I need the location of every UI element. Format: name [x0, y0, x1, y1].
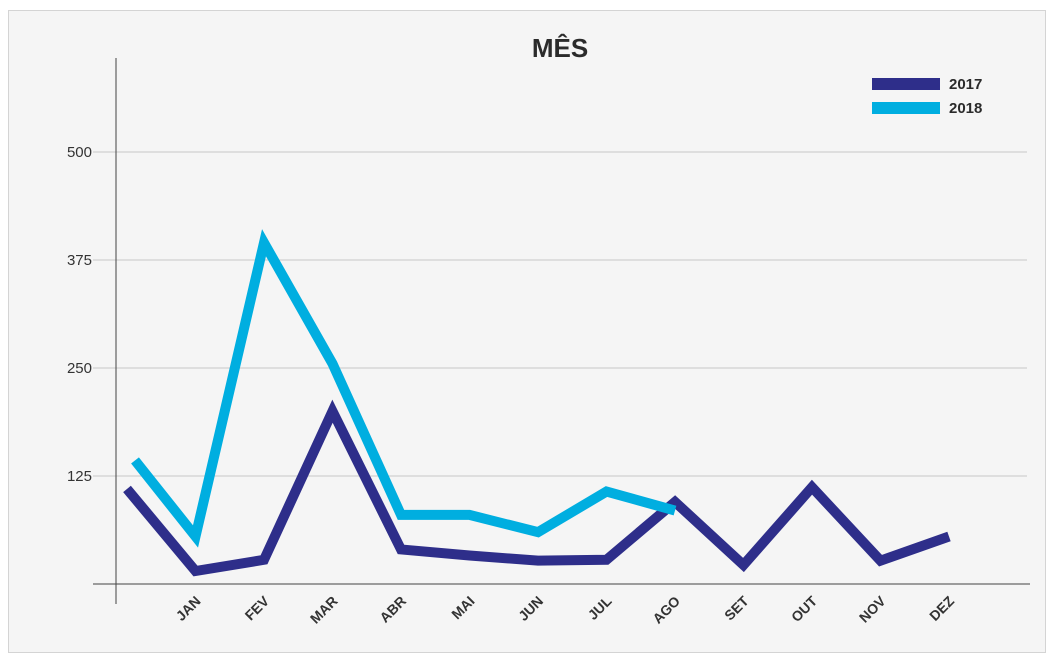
- legend-label: 2017: [949, 76, 982, 93]
- legend-swatch: [872, 102, 940, 114]
- x-tick-label: NOV: [856, 592, 889, 625]
- series-lines: [123, 229, 951, 577]
- x-tick-label: SET: [721, 592, 752, 623]
- axes: [93, 58, 1030, 604]
- x-tick-label: MAR: [307, 593, 341, 627]
- x-tick-label: JUL: [585, 592, 615, 622]
- series-2018: [131, 229, 677, 548]
- chart-title: MÊS: [532, 33, 588, 63]
- x-tick-label: AGO: [649, 593, 683, 627]
- legend: 2017 2018: [872, 76, 982, 117]
- series-2017: [123, 399, 951, 577]
- x-tick-label: MAI: [448, 593, 477, 622]
- x-tick-label: DEZ: [926, 592, 957, 623]
- y-tick-label: 375: [67, 252, 92, 269]
- grid-lines: [93, 151, 1027, 477]
- y-tick-label: 500: [67, 144, 92, 161]
- y-tick-label: 125: [67, 468, 92, 485]
- legend-label: 2018: [949, 100, 982, 117]
- y-tick-labels: 125 250 375 500: [67, 144, 92, 485]
- x-tick-label: JUN: [515, 593, 546, 624]
- series-line-2018: [131, 229, 677, 548]
- x-tick-label: ABR: [376, 593, 409, 626]
- x-tick-label: FEV: [242, 592, 273, 623]
- legend-swatch: [872, 78, 940, 90]
- x-tick-label: JAN: [172, 593, 203, 624]
- y-tick-label: 250: [67, 360, 92, 377]
- x-tick-label: OUT: [788, 592, 821, 625]
- x-tick-labels: JAN FEV MAR ABR MAI JUN JUL AGO SET OUT NOV DEZ: [172, 592, 957, 626]
- series-line-2017: [123, 399, 951, 577]
